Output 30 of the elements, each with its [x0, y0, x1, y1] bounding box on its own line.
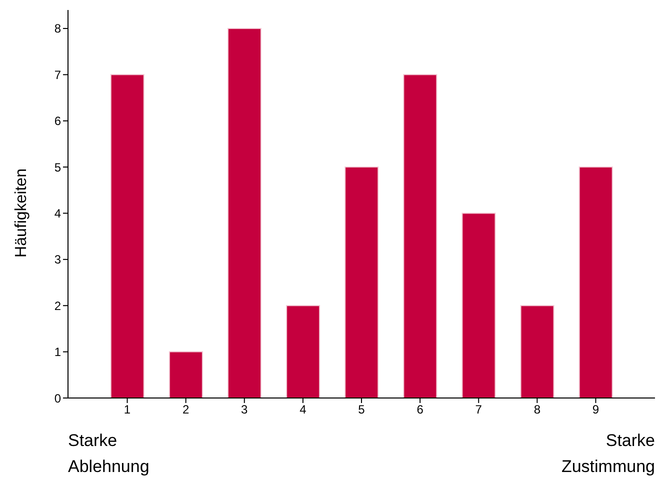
- y-tick-label: 3: [54, 252, 62, 267]
- y-tick-label: 4: [54, 206, 62, 220]
- bar: [403, 74, 438, 398]
- y-tick-label: 2: [54, 298, 62, 313]
- x-tick-label: 6: [416, 402, 424, 417]
- text: Starke Zustimmung: [561, 430, 655, 478]
- y-tick-label: 6: [54, 114, 62, 128]
- bar: [462, 212, 496, 398]
- x-tick-label: 9: [592, 402, 600, 417]
- bar: [110, 74, 144, 398]
- text: Starke Ablehnung: [68, 430, 150, 478]
- bar: [520, 305, 554, 398]
- y-tick-label: 5: [54, 160, 62, 174]
- y-axis-title: Häufigkeiten: [13, 168, 31, 258]
- bar: [578, 166, 613, 398]
- x-tick-label: 4: [300, 402, 307, 417]
- bar: [344, 166, 379, 398]
- x-tick-label: 3: [241, 402, 248, 417]
- x-tick-label: 8: [534, 402, 541, 417]
- x-tick-label: 2: [182, 402, 190, 417]
- y-tick-label: 0: [54, 391, 62, 406]
- y-tick-label: 7: [54, 68, 62, 82]
- x-tick-label: 1: [124, 402, 131, 417]
- bar: [227, 28, 262, 398]
- bar: [286, 305, 320, 398]
- bar: [168, 351, 203, 398]
- y-tick-label: 1: [54, 345, 62, 360]
- x-tick-label: 5: [358, 402, 366, 417]
- x-tick-label: 7: [475, 402, 482, 417]
- y-tick-label: 8: [54, 22, 62, 36]
